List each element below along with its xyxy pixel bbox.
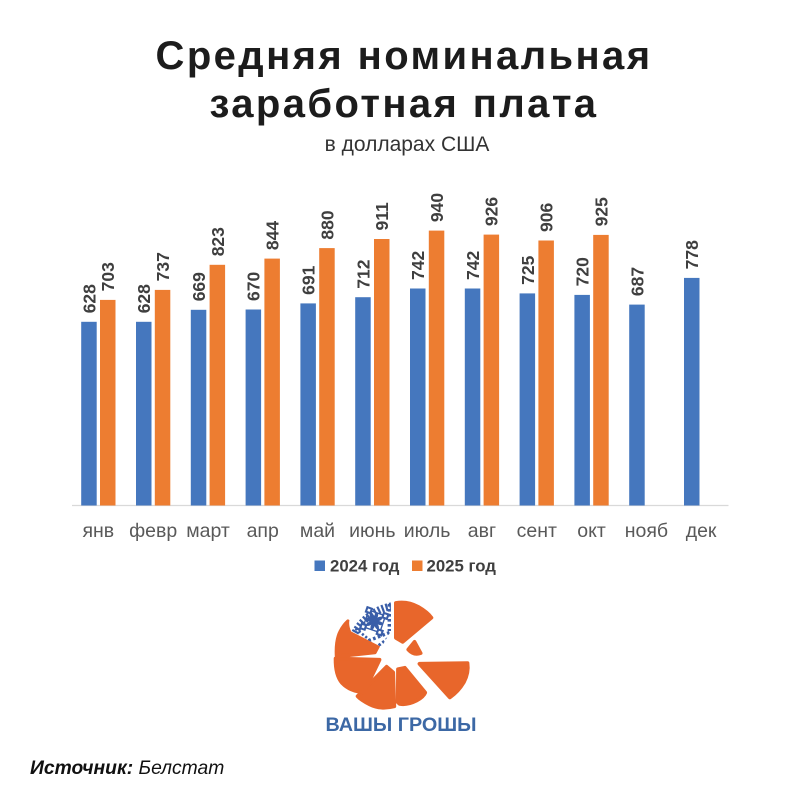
svg-text:янв: янв: [82, 520, 114, 542]
svg-text:737: 737: [153, 252, 173, 281]
svg-text:906: 906: [537, 203, 557, 232]
svg-text:926: 926: [482, 197, 502, 226]
svg-text:687: 687: [627, 267, 647, 296]
svg-text:628: 628: [79, 284, 99, 313]
svg-text:сент: сент: [517, 520, 557, 542]
svg-text:авг: авг: [468, 520, 496, 542]
svg-text:март: март: [186, 520, 230, 542]
svg-text:925: 925: [591, 197, 611, 226]
svg-text:февр: февр: [129, 520, 177, 542]
svg-text:911: 911: [372, 202, 392, 230]
svg-text:844: 844: [263, 221, 283, 250]
svg-text:май: май: [300, 520, 335, 542]
svg-text:670: 670: [244, 272, 264, 301]
svg-text:742: 742: [408, 251, 428, 280]
svg-text:703: 703: [98, 262, 118, 291]
svg-text:669: 669: [189, 272, 209, 301]
svg-text:712: 712: [353, 259, 373, 288]
svg-text:823: 823: [208, 227, 228, 256]
svg-text:725: 725: [518, 255, 538, 284]
svg-text:окт: окт: [577, 520, 606, 542]
svg-text:2024 год: 2024 год: [330, 557, 400, 576]
svg-text:778: 778: [682, 240, 702, 269]
svg-text:720: 720: [573, 257, 593, 286]
svg-text:дек: дек: [686, 520, 717, 542]
svg-text:нояб: нояб: [625, 520, 668, 542]
svg-text:апр: апр: [247, 520, 279, 542]
svg-text:691: 691: [299, 265, 319, 294]
svg-text:2025 год: 2025 год: [427, 557, 497, 576]
svg-text:940: 940: [427, 193, 447, 222]
svg-text:июнь: июнь: [349, 520, 395, 542]
svg-text:880: 880: [317, 210, 337, 239]
svg-text:628: 628: [134, 284, 154, 313]
svg-text:июль: июль: [404, 520, 451, 542]
svg-text:742: 742: [463, 251, 483, 280]
